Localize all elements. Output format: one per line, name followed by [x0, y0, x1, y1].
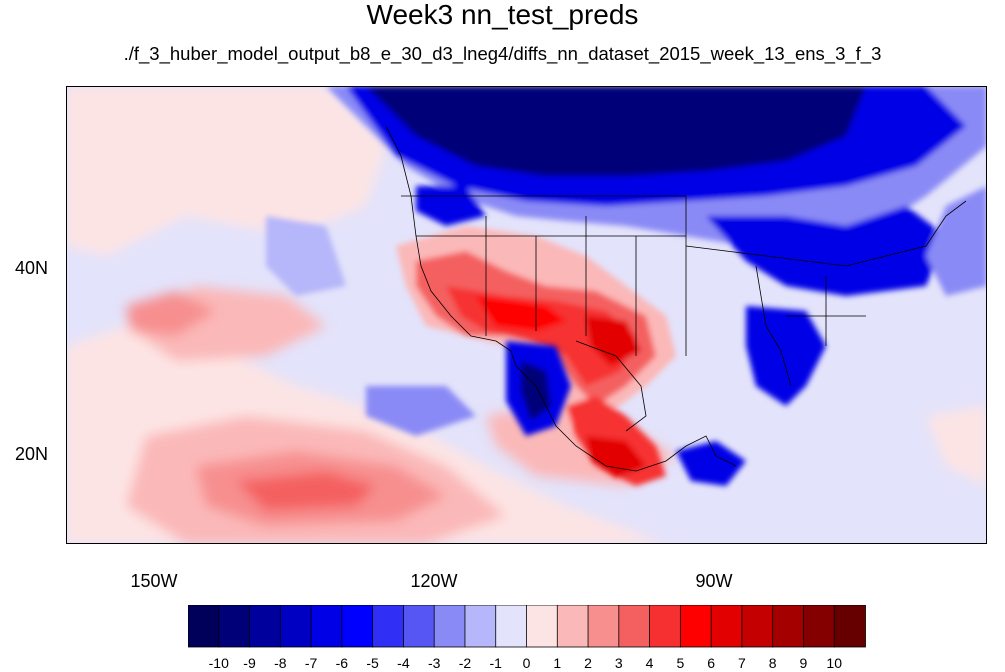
colorbar-swatch	[249, 605, 282, 648]
map-subtitle: ./f_3_huber_model_output_b8_e_30_d3_lneg…	[123, 43, 882, 64]
colorbar-tick-label: 1	[553, 655, 562, 671]
colorbar-swatch	[526, 605, 559, 648]
x-tick-label: 150W	[130, 571, 178, 591]
colorbar-swatch	[433, 605, 466, 648]
negative-anomaly-layer	[266, 86, 987, 486]
colorbar-tick-label: 8	[768, 655, 777, 671]
anomaly-map	[66, 86, 987, 544]
colorbar-tick-label: 7	[738, 655, 746, 671]
x-tick-label: 90W	[695, 571, 733, 591]
colorbar-swatch	[556, 605, 589, 648]
colorbar-tick-label: -6	[335, 655, 349, 671]
colorbar-tick-label: 2	[584, 655, 592, 671]
colorbar	[188, 605, 866, 648]
colorbar-swatch	[310, 605, 343, 648]
colorbar-swatch	[649, 605, 682, 648]
map-plot-area	[66, 86, 987, 544]
boundaries	[385, 125, 967, 472]
colorbar-swatch	[341, 605, 374, 648]
colorbar-tick-label: -9	[243, 655, 256, 671]
colorbar-tick-label: -10	[208, 655, 229, 671]
colorbar-tick-label: 3	[614, 655, 623, 671]
colorbar-tick-label: -1	[489, 655, 502, 671]
colorbar-tick-label: -8	[274, 655, 287, 671]
colorbar-swatch	[218, 605, 251, 648]
colorbar-swatch	[403, 605, 436, 648]
colorbar-swatch	[372, 605, 405, 648]
colorbar-tick-label: 6	[707, 655, 716, 671]
colorbar-swatch	[587, 605, 620, 648]
colorbar-tick-label: 4	[645, 655, 654, 671]
colorbar-tick-label: 5	[676, 655, 685, 671]
colorbar-swatch	[833, 605, 866, 648]
colorbar-swatch	[803, 605, 836, 648]
map-title: Week3 nn_test_preds	[366, 0, 639, 30]
colorbar-swatch	[710, 605, 743, 648]
colorbar-swatch	[464, 605, 497, 648]
colorbar-tick-label: 0	[522, 655, 531, 671]
y-tick-label: 20N	[14, 444, 48, 464]
colorbar-swatch	[679, 605, 713, 648]
colorbar-swatch	[618, 605, 651, 648]
colorbar-tick-label: 10	[826, 655, 842, 671]
colorbar-tick-label: -5	[366, 655, 379, 671]
positive-anomaly-layer	[66, 86, 987, 544]
colorbar-tick-label: -3	[427, 655, 441, 671]
colorbar-tick-label: -4	[397, 655, 410, 671]
colorbar-swatch	[741, 605, 774, 648]
colorbar-tick-label: -7	[304, 655, 318, 671]
colorbar-swatch	[279, 605, 312, 648]
colorbar-swatch	[188, 605, 220, 648]
y-tick-label: 40N	[14, 258, 48, 278]
colorbar-tick-label: -2	[458, 655, 472, 671]
colorbar-swatch	[772, 605, 805, 648]
colorbar-swatch	[495, 605, 528, 648]
colorbar-tick-label: 9	[799, 655, 808, 671]
x-tick-label: 120W	[410, 571, 458, 591]
